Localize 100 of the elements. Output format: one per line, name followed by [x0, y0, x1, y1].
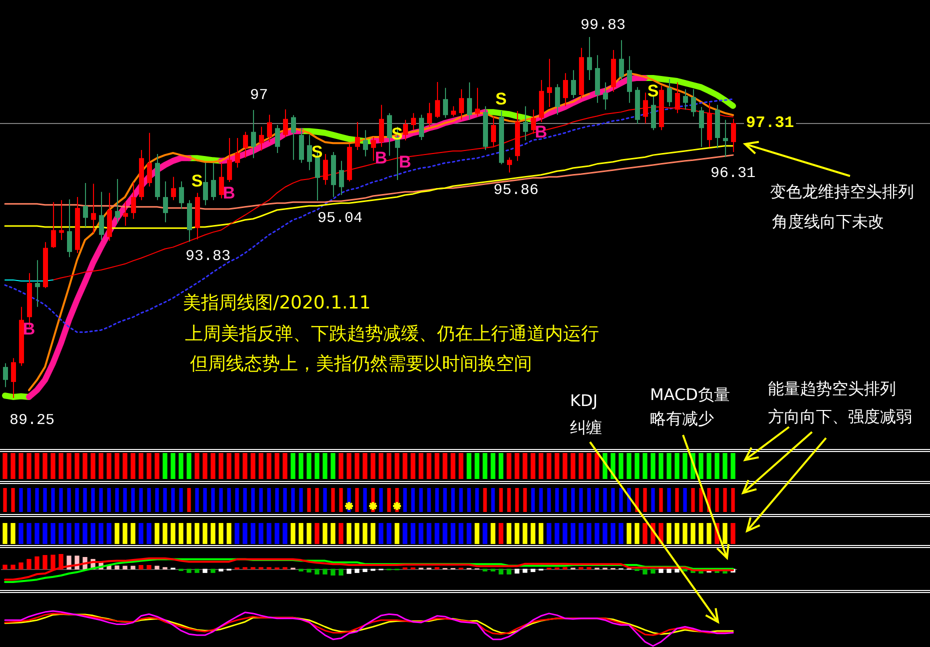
- candlestick: [3, 362, 8, 388]
- bar: [490, 568, 496, 572]
- bar: [314, 568, 320, 574]
- bar: [138, 565, 144, 570]
- text: 纠缠: [570, 418, 602, 438]
- bar: [2, 564, 8, 570]
- candlestick: [171, 176, 176, 201]
- candlestick: [627, 56, 632, 104]
- text: 能量趋势空头排列: [768, 379, 896, 398]
- candlestick: [427, 102, 432, 128]
- bar: [322, 568, 328, 574]
- candlestick: [651, 96, 656, 131]
- annotation: S: [391, 124, 403, 144]
- candlestick: [443, 87, 448, 118]
- bar: [498, 568, 504, 574]
- candlestick: [563, 72, 568, 107]
- candlestick: [235, 138, 240, 168]
- bar: [202, 568, 208, 573]
- candlestick: [243, 131, 248, 158]
- candlestick: [59, 200, 64, 241]
- candlestick: [275, 124, 280, 154]
- bar: [330, 568, 336, 576]
- bar: [354, 568, 360, 573]
- annotation: 95.04: [317, 210, 363, 227]
- candlestick: [403, 119, 408, 141]
- candlestick: [419, 114, 424, 141]
- bar: [530, 568, 536, 572]
- bar: [298, 568, 304, 572]
- annotation: 96.31: [710, 164, 756, 182]
- annotation: 97: [250, 86, 268, 104]
- bar: [682, 568, 688, 572]
- bar: [122, 566, 128, 570]
- candlestick: [323, 154, 328, 186]
- candlestick: [123, 201, 128, 226]
- candlestick: [11, 358, 16, 398]
- candlestick: [163, 180, 168, 223]
- candlestick: [291, 114, 296, 160]
- annotation: 93.83: [185, 248, 231, 265]
- annotation: B: [398, 152, 412, 172]
- bar: [114, 565, 120, 570]
- candlestick: [259, 126, 264, 152]
- annotation: S: [311, 142, 323, 162]
- bar: [146, 565, 152, 570]
- bar: [482, 568, 488, 572]
- annotation: S: [647, 82, 659, 101]
- candlestick: [267, 114, 272, 143]
- candlestick: [603, 82, 608, 110]
- candlestick: [283, 108, 288, 138]
- candlestick: [99, 191, 104, 241]
- bar: [338, 568, 344, 576]
- bar: [306, 568, 312, 572]
- bar: [10, 564, 16, 570]
- bar: [186, 568, 192, 573]
- text: 方向向下、强度减弱: [768, 407, 912, 426]
- ref-line-label: 97.31: [746, 114, 794, 132]
- candlestick: [371, 136, 376, 162]
- candlestick: [307, 134, 312, 171]
- candlestick: [507, 156, 512, 173]
- bar: [346, 568, 352, 574]
- candlestick: [435, 82, 440, 118]
- bar: [210, 568, 216, 573]
- candlestick: [203, 162, 208, 206]
- bar: [42, 555, 48, 570]
- candlestick: [251, 110, 256, 159]
- candlestick: [131, 182, 136, 220]
- candlestick: [523, 106, 528, 141]
- bar: [218, 568, 224, 572]
- candlestick: [691, 88, 696, 117]
- bar: [522, 568, 528, 573]
- bar: [666, 568, 672, 573]
- candlestick: [683, 88, 688, 110]
- text: 美指周线图/2020.1.11: [183, 292, 371, 314]
- text: 89.25: [9, 412, 55, 429]
- candlestick: [531, 109, 536, 134]
- candlestick: [699, 106, 704, 148]
- bar: [18, 562, 24, 570]
- candlestick: [51, 202, 56, 248]
- candlestick: [227, 138, 232, 183]
- candlestick: [379, 104, 384, 148]
- candlestick: [411, 112, 416, 131]
- bar: [642, 568, 648, 574]
- bar: [154, 566, 160, 570]
- candlestick: [475, 87, 480, 117]
- candlestick: [35, 260, 40, 308]
- bar: [362, 568, 368, 572]
- text: 99.83: [580, 16, 626, 34]
- bar: [194, 568, 200, 573]
- annotation: KDJ: [570, 391, 598, 410]
- candlestick: [667, 78, 672, 107]
- candlestick: [91, 183, 96, 234]
- candlestick: [587, 36, 592, 80]
- bar: [514, 568, 520, 574]
- bar: [34, 556, 40, 570]
- candlestick: [83, 182, 88, 228]
- annotation: 上周美指反弹、下跌趋势减缓、仍在上行通道内运行: [185, 324, 599, 345]
- text: 略有减少: [650, 409, 714, 428]
- candlestick: [147, 132, 152, 187]
- annotation: S: [495, 90, 507, 109]
- candlestick: [555, 84, 560, 116]
- annotation: S: [191, 172, 203, 191]
